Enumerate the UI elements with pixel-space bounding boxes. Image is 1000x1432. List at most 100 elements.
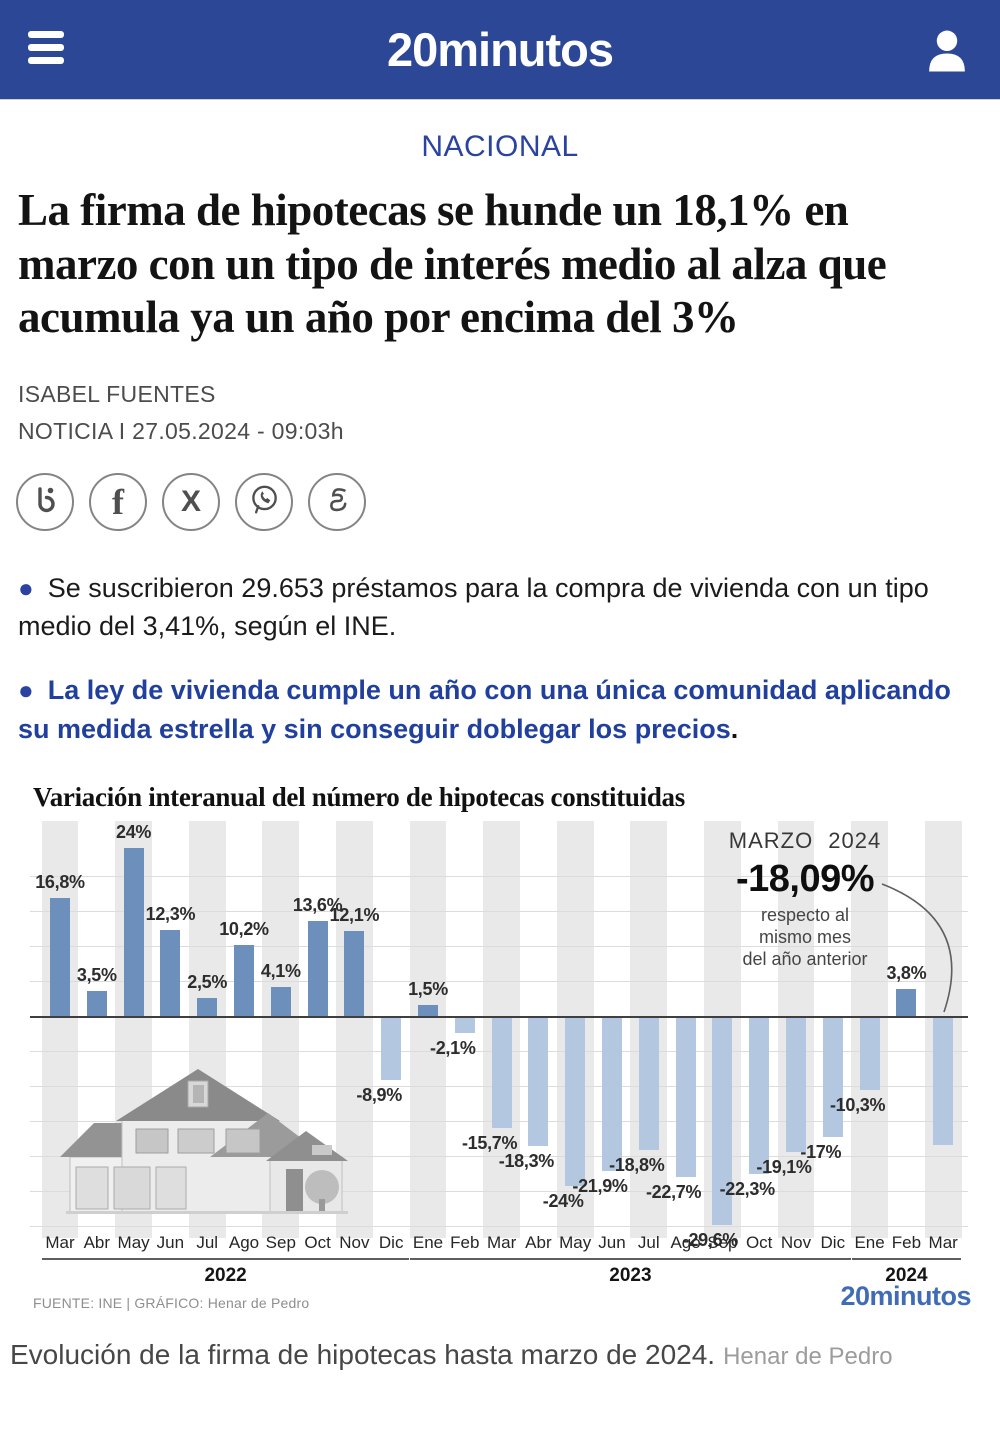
caption-text: Evolución de la firma de hipotecas hasta… <box>10 1338 716 1370</box>
month-label-mar: Mar <box>486 1232 517 1252</box>
month-label-ene: Ene <box>412 1232 444 1252</box>
bar-value-label: 12,1% <box>329 905 380 926</box>
bar-mar-2024 <box>933 1017 954 1145</box>
article-headline: La firma de hipotecas se hunde un 18,1% … <box>18 185 887 343</box>
year-label-2024: 2024 <box>885 1264 928 1286</box>
chart-plot-area: 16,8% 3,5% 24% 12,3% 2,5% 10,2% 4,1% 13,6% 12,1%… <box>25 778 975 1323</box>
month-label-ago: Ago <box>670 1232 701 1252</box>
bar-mar-2023 <box>491 1017 512 1128</box>
month-label-feb: Feb <box>450 1232 480 1252</box>
bar-jun-2023 <box>602 1017 622 1172</box>
bar-value-label: -24% <box>542 1190 584 1211</box>
bar-value-label: -2,1% <box>430 1037 476 1058</box>
summary-bullet: ● Se suscribieron 29.653 préstamos para l… <box>18 572 929 641</box>
x-twitter-icon: X <box>180 484 201 518</box>
month-label-nov: Nov <box>780 1232 812 1252</box>
bar-value-label: -10,3% <box>829 1095 886 1116</box>
bar-dic-2023 <box>822 1017 843 1137</box>
chart-source: FUENTE: INE | GRÁFICO: Henar de Pedro <box>33 1294 310 1311</box>
bar-value-label: -21,9% <box>572 1176 628 1197</box>
share-b-button[interactable] <box>16 472 74 531</box>
section-category-link[interactable]: NACIONAL <box>421 130 579 163</box>
background-stripe <box>188 820 226 1238</box>
summary-bullet-link[interactable]: ● La ley de vivienda cumple un año con un… <box>18 675 951 744</box>
month-label-jun: Jun <box>598 1232 626 1252</box>
bar-dic-2022 <box>381 1017 402 1081</box>
bar-value-label: -22,7% <box>645 1181 702 1202</box>
year-group-underline <box>42 1257 410 1260</box>
bar-value-label: -15,7% <box>461 1132 518 1153</box>
bar-abr-2023 <box>528 1017 549 1147</box>
bar-value-label: -8,9% <box>356 1085 402 1106</box>
share-b-icon <box>29 483 61 520</box>
bar-jul-2023 <box>638 1017 659 1150</box>
bar-value-label: -18,8% <box>609 1154 665 1175</box>
bar-value-label: 24% <box>116 821 152 842</box>
share-x-button[interactable]: X <box>162 472 220 531</box>
month-label-sep: Sep <box>265 1232 296 1252</box>
month-label-ago: Ago <box>228 1232 260 1252</box>
bar-nov-2023 <box>786 1017 806 1152</box>
article-meta-datetime: NOTICIA I 27.05.2024 - 09:03h <box>18 417 344 444</box>
bar-value-label: 4,1% <box>260 961 301 982</box>
user-account-icon[interactable] <box>926 28 968 74</box>
year-group-underline <box>851 1257 962 1260</box>
byline: ISABEL FUENTES NOTICIA I 27.05.2024 - 09… <box>18 381 982 445</box>
annotation-kicker: MARZO 2024 <box>728 827 882 853</box>
bar-value-label: 12,3% <box>145 903 196 924</box>
author-name[interactable]: ISABEL FUENTES <box>18 380 216 407</box>
share-meneame-button[interactable] <box>308 472 366 531</box>
bar-value-label: -29,6% <box>682 1230 739 1251</box>
share-facebook-button[interactable]: f <box>89 472 147 531</box>
hamburger-menu-icon[interactable] <box>28 31 66 69</box>
app-header: 20minutos <box>0 0 1000 100</box>
bar-nov-2022 <box>344 931 365 1016</box>
bar-value-label: 1,5% <box>408 979 448 1000</box>
background-stripe <box>409 820 447 1238</box>
bar-feb-2023 <box>454 1017 475 1033</box>
zero-axis-line <box>30 1015 968 1018</box>
gridline <box>30 1225 968 1227</box>
gridline <box>30 910 968 912</box>
month-label-mar: Mar <box>928 1232 958 1252</box>
month-label-jul: Jul <box>637 1232 660 1252</box>
bar-ene-2024 <box>859 1017 880 1091</box>
caption-credit: Henar de Pedro <box>723 1342 893 1370</box>
month-label-nov: Nov <box>339 1232 370 1252</box>
bar-value-label: -18,3% <box>498 1151 555 1172</box>
background-stripe <box>262 820 300 1238</box>
mortgage-variation-chart: 16,8% 3,5% 24% 12,3% 2,5% 10,2% 4,1% 13,6% 12,1%… <box>25 778 975 1323</box>
month-label-mar: Mar <box>45 1232 75 1252</box>
bar-ene-2023 <box>418 1005 438 1016</box>
bar-sep-2023 <box>712 1017 733 1226</box>
bar-oct-2022 <box>307 920 328 1016</box>
chart-annotation: MARZO 2024 -18,09% respecto al mismo mes… <box>670 828 940 971</box>
month-label-dic: Dic <box>820 1232 846 1252</box>
month-label-jun: Jun <box>156 1232 185 1252</box>
bar-sep-2022 <box>270 987 291 1016</box>
gridline <box>30 945 968 947</box>
year-label-2022: 2022 <box>204 1264 247 1286</box>
bar-value-label: 3,5% <box>76 965 117 986</box>
bar-mar-2022 <box>50 898 70 1016</box>
annotation-value: -18,09% <box>735 857 875 900</box>
share-toolbar: f X <box>16 472 1000 531</box>
month-label-may: May <box>559 1232 592 1252</box>
bar-abr-2022 <box>86 991 107 1016</box>
site-logo[interactable]: 20minutos <box>386 23 614 76</box>
bar-jul-2022 <box>197 998 218 1016</box>
month-label-feb: Feb <box>891 1232 922 1252</box>
month-label-abr: Abr <box>83 1232 111 1252</box>
bar-value-label: -22,3% <box>719 1179 776 1200</box>
year-label-2023: 2023 <box>609 1264 652 1286</box>
figure-caption: Evolución de la firma de hipotecas hasta… <box>10 1339 1000 1371</box>
gridline <box>30 1155 968 1157</box>
gridline <box>30 1190 968 1192</box>
share-whatsapp-button[interactable] <box>235 472 293 531</box>
month-label-ene: Ene <box>854 1232 885 1252</box>
background-stripe <box>336 820 373 1238</box>
bar-ago-2022 <box>234 944 254 1016</box>
annotation-note: respecto al mismo mes del año anterior <box>742 904 868 969</box>
bar-jun-2022 <box>160 929 181 1016</box>
bullet-dot: ● <box>18 675 34 706</box>
